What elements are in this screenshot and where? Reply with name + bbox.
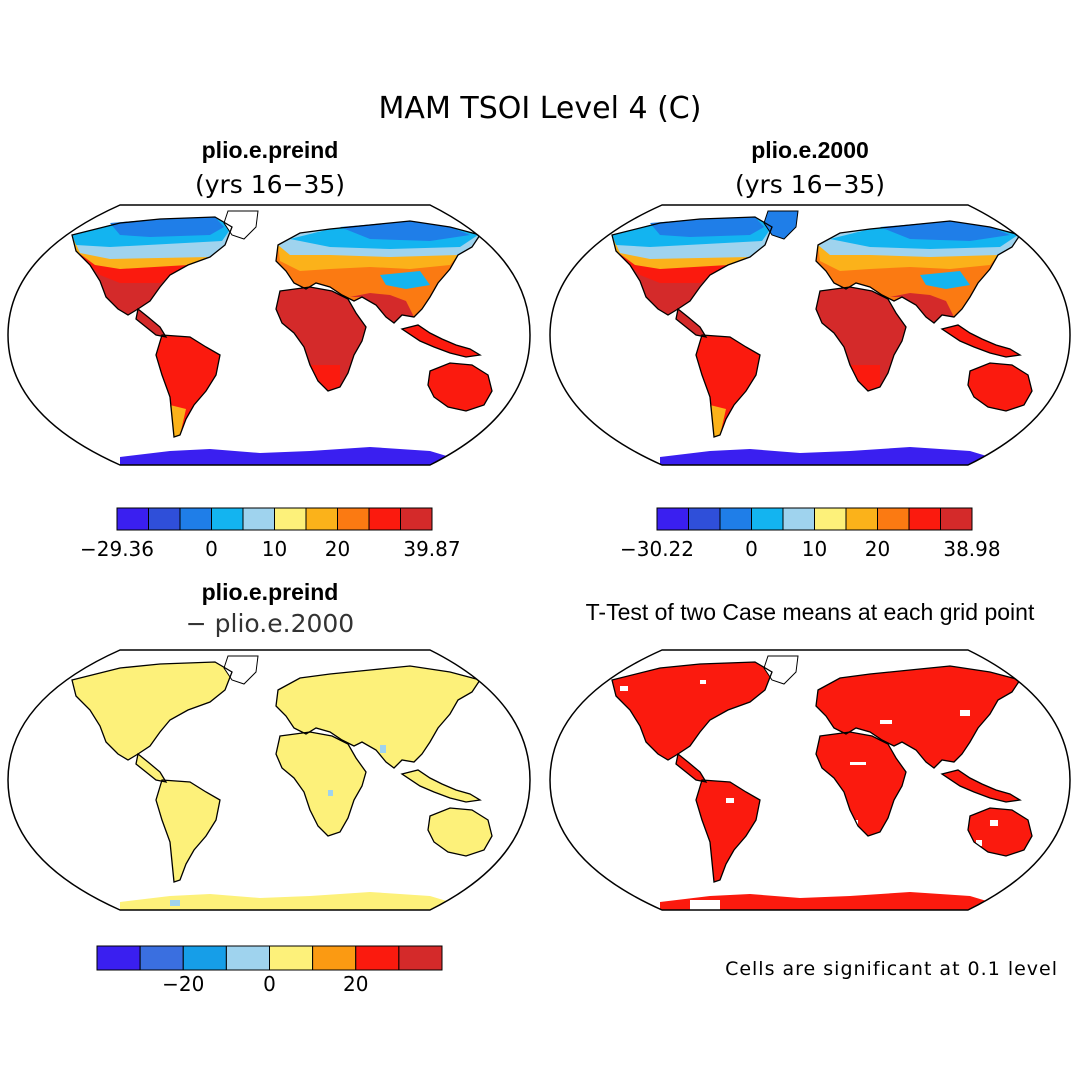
colorbar-swatch	[940, 507, 973, 531]
colorbar-tick-label: 20	[865, 537, 890, 561]
colorbar-swatch	[274, 507, 307, 531]
colorbar-swatch	[139, 945, 184, 971]
colorbar-swatch	[148, 507, 181, 531]
map-ttest	[611, 655, 1033, 910]
colorbar-swatch	[719, 507, 752, 531]
colorbar-tick-label: 20	[343, 972, 368, 996]
colorbar-swatch	[96, 945, 141, 971]
colorbar-swatch	[179, 507, 212, 531]
panel-subtitle: (yrs 16−35)	[735, 170, 885, 199]
colorbar-tick-label: 0	[745, 537, 758, 561]
colorbar-swatch	[398, 945, 443, 971]
colorbar-tick-label: 10	[802, 537, 827, 561]
colorbar-swatch	[368, 507, 401, 531]
panel-preind: plio.e.preind (yrs 16−35)	[7, 137, 531, 561]
colorbar-tick-label: −30.22	[620, 537, 694, 561]
map-2000	[611, 210, 1033, 465]
map-border	[7, 204, 531, 466]
colorbar-tick-label: −20	[162, 972, 204, 996]
colorbar-swatch	[814, 507, 847, 531]
colorbar-swatch	[182, 945, 227, 971]
colorbar-swatch	[751, 507, 784, 531]
map-border	[549, 204, 1071, 466]
colorbar-swatch	[269, 945, 314, 971]
colorbar-tick-label: 20	[325, 537, 350, 561]
panel-ttest: T-Test of two Case means at each grid po…	[549, 599, 1071, 980]
colorbar-swatch	[312, 945, 357, 971]
colorbar-swatch	[877, 507, 910, 531]
panel-2000: plio.e.2000 (yrs 16−35)	[549, 137, 1071, 561]
colorbar-swatch	[355, 945, 400, 971]
figure-title: MAM TSOI Level 4 (C)	[379, 91, 702, 126]
colorbar-tick-label: 0	[205, 537, 218, 561]
colorbar-difference: −20 0 20	[96, 945, 443, 996]
colorbar-swatch	[305, 507, 338, 531]
colorbar-swatch	[242, 507, 275, 531]
map-border	[7, 649, 531, 911]
colorbar-swatch	[211, 507, 244, 531]
panel-difference: plio.e.preind − plio.e.2000 −20 0 20	[7, 579, 531, 996]
colorbar-swatch	[782, 507, 815, 531]
colorbar-swatch	[656, 507, 689, 531]
panel-title: plio.e.preind	[202, 137, 339, 163]
colorbar-swatch	[400, 507, 433, 531]
colorbar-swatch	[116, 507, 149, 531]
colorbar-swatch	[908, 507, 941, 531]
colorbar-swatch	[845, 507, 878, 531]
colorbar-swatch	[337, 507, 370, 531]
panel-title: T-Test of two Case means at each grid po…	[586, 599, 1035, 625]
panel-title: plio.e.preind	[202, 579, 339, 605]
colorbar-preind: −29.36 0 10 20 39.87	[80, 507, 461, 561]
significance-note: Cells are significant at 0.1 level	[725, 958, 1058, 980]
map-difference	[71, 655, 493, 910]
colorbar-tick-label: −29.36	[80, 537, 154, 561]
colorbar-tick-label: 39.87	[403, 537, 460, 561]
panel-subtitle: − plio.e.2000	[186, 609, 354, 638]
panel-title: plio.e.2000	[751, 137, 869, 163]
colorbar-tick-label: 10	[262, 537, 287, 561]
map-preind	[71, 210, 493, 465]
colorbar-tick-label: 0	[263, 972, 276, 996]
colorbar-tick-label: 38.98	[943, 537, 1000, 561]
map-border	[549, 649, 1071, 911]
panel-subtitle: (yrs 16−35)	[195, 170, 345, 199]
colorbar-swatch	[688, 507, 721, 531]
colorbar-swatch	[225, 945, 270, 971]
colorbar-2000: −30.22 0 10 20 38.98	[620, 507, 1001, 561]
